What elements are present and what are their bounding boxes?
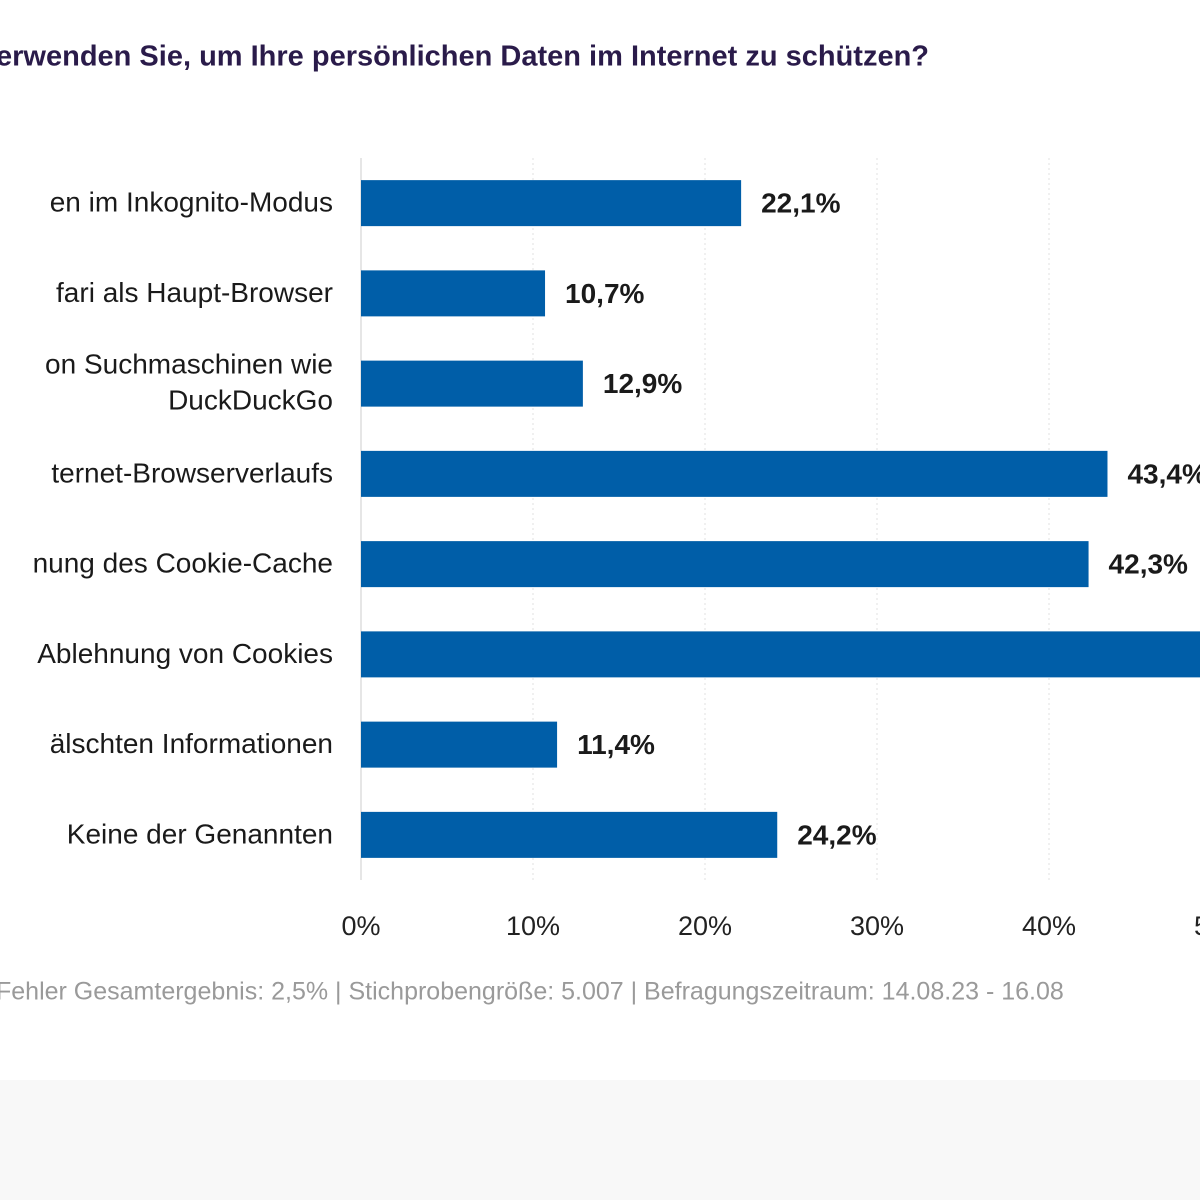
x-tick-label: 0% <box>341 911 380 941</box>
x-tick-label: 30% <box>850 911 904 941</box>
bar <box>361 811 778 858</box>
value-label: 22,1% <box>761 188 840 219</box>
y-tick-label: on Suchmaschinen wie DuckDuckGo <box>45 349 333 416</box>
value-label: 12,9% <box>603 368 682 399</box>
bar <box>361 541 1089 588</box>
value-label: 43,4% <box>1127 458 1200 489</box>
value-label: 24,2% <box>797 819 876 850</box>
y-tick-label: ternet-Browserverlaufs <box>51 457 333 488</box>
y-tick-label: Keine der Genannten <box>67 818 333 849</box>
bar <box>361 180 742 227</box>
x-tick-label: 20% <box>678 911 732 941</box>
bar <box>361 360 583 407</box>
bar <box>361 450 1108 497</box>
bar <box>361 721 558 768</box>
x-tick-label: 40% <box>1022 911 1076 941</box>
y-tick-label: älschten Informationen <box>50 728 333 759</box>
y-tick-label: en im Inkognito-Modus <box>50 187 333 218</box>
footer: Fehler Gesamtergebnis: 2,5% | Stichprobe… <box>0 978 1064 1006</box>
x-tick-label: 10% <box>506 911 560 941</box>
y-tick-label: nung des Cookie-Cache <box>33 548 333 579</box>
y-tick-label: fari als Haupt-Browser <box>56 277 333 308</box>
bar <box>361 631 1200 678</box>
x-tick-label: 50% <box>1194 911 1200 941</box>
bar <box>361 270 546 317</box>
y-tick-label: Ablehnung von Cookies <box>37 638 333 669</box>
value-label: 11,4% <box>577 729 655 760</box>
value-label: 10,7% <box>565 278 644 309</box>
bottom-panel <box>0 1080 1200 1200</box>
chart-title: erwenden Sie, um Ihre persönlichen Daten… <box>0 41 929 73</box>
value-label: 42,3% <box>1109 549 1188 580</box>
